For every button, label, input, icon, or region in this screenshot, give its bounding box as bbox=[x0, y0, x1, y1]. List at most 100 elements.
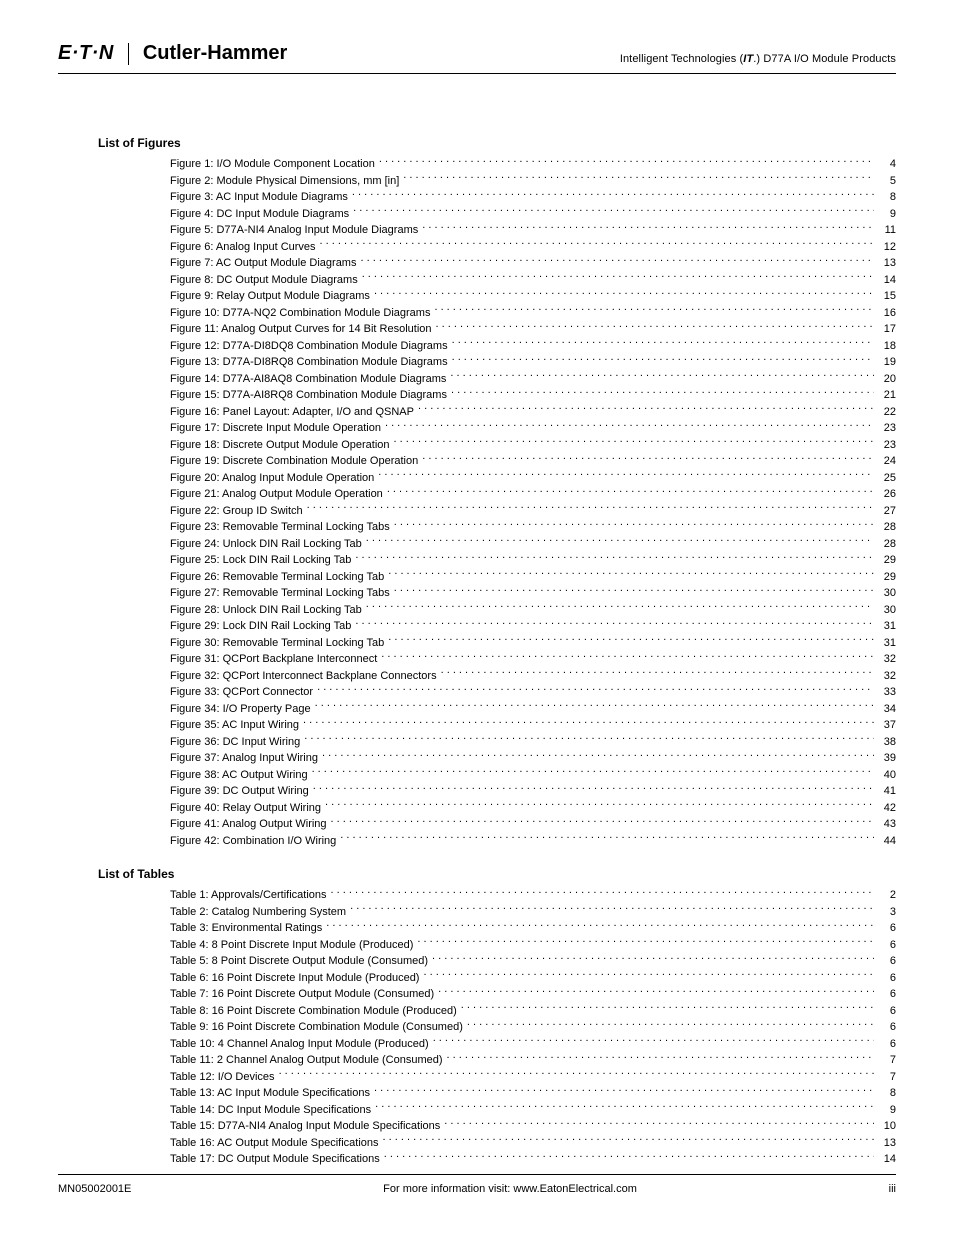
figure-entry-page: 4 bbox=[878, 157, 896, 173]
list-of-figures-heading: List of Figures bbox=[98, 136, 896, 150]
leader-dots bbox=[375, 1102, 874, 1113]
list-of-tables-heading: List of Tables bbox=[98, 867, 896, 881]
eaton-logo: E·T·N bbox=[58, 42, 114, 65]
leader-dots bbox=[467, 1019, 874, 1030]
figure-entry-row: Figure 32: QCPort Interconnect Backplane… bbox=[170, 668, 896, 685]
leader-dots bbox=[450, 371, 874, 382]
table-entry-row: Table 7: 16 Point Discrete Output Module… bbox=[170, 986, 896, 1003]
leader-dots bbox=[461, 1003, 874, 1014]
leader-dots bbox=[304, 734, 874, 745]
figure-entry-title: Figure 31: QCPort Backplane Interconnect bbox=[170, 652, 377, 668]
figure-entry-row: Figure 4: DC Input Module Diagrams 9 bbox=[170, 206, 896, 223]
figure-entry-title: Figure 41: Analog Output Wiring bbox=[170, 817, 327, 833]
figure-entry-page: 28 bbox=[878, 537, 896, 553]
figure-entry-title: Figure 35: AC Input Wiring bbox=[170, 718, 299, 734]
figure-entry-row: Figure 37: Analog Input Wiring 39 bbox=[170, 750, 896, 767]
table-entry-page: 3 bbox=[878, 905, 896, 921]
figure-entry-page: 32 bbox=[878, 669, 896, 685]
leader-dots bbox=[353, 206, 874, 217]
table-entry-title: Table 1: Approvals/Certifications bbox=[170, 888, 327, 904]
leader-dots bbox=[366, 536, 874, 547]
figure-entry-row: Figure 1: I/O Module Component Location … bbox=[170, 156, 896, 173]
table-entry-page: 6 bbox=[878, 971, 896, 987]
figure-entry-page: 30 bbox=[878, 586, 896, 602]
figure-entry-row: Figure 9: Relay Output Module Diagrams 1… bbox=[170, 288, 896, 305]
figure-entry-title: Figure 25: Lock DIN Rail Locking Tab bbox=[170, 553, 351, 569]
table-entry-row: Table 2: Catalog Numbering System 3 bbox=[170, 904, 896, 921]
leader-dots bbox=[313, 783, 874, 794]
figure-entry-title: Figure 3: AC Input Module Diagrams bbox=[170, 190, 348, 206]
figure-entry-page: 43 bbox=[878, 817, 896, 833]
leader-dots bbox=[379, 156, 874, 167]
table-entry-page: 9 bbox=[878, 1103, 896, 1119]
figure-entry-title: Figure 5: D77A-NI4 Analog Input Module D… bbox=[170, 223, 418, 239]
table-entry-page: 7 bbox=[878, 1070, 896, 1086]
table-entry-row: Table 6: 16 Point Discrete Input Module … bbox=[170, 970, 896, 987]
leader-dots bbox=[352, 189, 874, 200]
table-entry-row: Table 15: D77A-NI4 Analog Input Module S… bbox=[170, 1118, 896, 1135]
figure-entry-page: 44 bbox=[878, 834, 896, 850]
leader-dots bbox=[378, 470, 874, 481]
logo-divider bbox=[128, 43, 129, 65]
leader-dots bbox=[403, 173, 874, 184]
header-left: E·T·N Cutler-Hammer bbox=[58, 42, 287, 65]
figure-entry-page: 32 bbox=[878, 652, 896, 668]
doc-title-suffix: .) D77A I/O Module Products bbox=[753, 53, 896, 65]
leader-dots bbox=[417, 937, 874, 948]
figure-entry-title: Figure 21: Analog Output Module Operatio… bbox=[170, 487, 383, 503]
figure-entry-row: Figure 15: D77A-AI8RQ8 Combination Modul… bbox=[170, 387, 896, 404]
figure-entry-title: Figure 17: Discrete Input Module Operati… bbox=[170, 421, 381, 437]
header-doc-title: Intelligent Technologies (IT.) D77A I/O … bbox=[620, 53, 896, 65]
table-entry-title: Table 10: 4 Channel Analog Input Module … bbox=[170, 1037, 429, 1053]
table-entry-title: Table 6: 16 Point Discrete Input Module … bbox=[170, 971, 419, 987]
leader-dots bbox=[436, 321, 875, 332]
table-entry-title: Table 4: 8 Point Discrete Input Module (… bbox=[170, 938, 413, 954]
figure-entry-page: 28 bbox=[878, 520, 896, 536]
leader-dots bbox=[394, 519, 874, 530]
figure-entry-page: 20 bbox=[878, 372, 896, 388]
table-entry-title: Table 8: 16 Point Discrete Combination M… bbox=[170, 1004, 457, 1020]
figure-entry-row: Figure 16: Panel Layout: Adapter, I/O an… bbox=[170, 404, 896, 421]
figure-entry-page: 24 bbox=[878, 454, 896, 470]
figure-entry-row: Figure 42: Combination I/O Wiring 44 bbox=[170, 833, 896, 850]
figure-entry-page: 9 bbox=[878, 207, 896, 223]
table-entry-row: Table 13: AC Input Module Specifications… bbox=[170, 1085, 896, 1102]
figure-entry-row: Figure 26: Removable Terminal Locking Ta… bbox=[170, 569, 896, 586]
table-entry-page: 13 bbox=[878, 1136, 896, 1152]
table-entry-title: Table 3: Environmental Ratings bbox=[170, 921, 322, 937]
figure-entry-page: 27 bbox=[878, 504, 896, 520]
figure-entry-title: Figure 33: QCPort Connector bbox=[170, 685, 313, 701]
table-entry-row: Table 9: 16 Point Discrete Combination M… bbox=[170, 1019, 896, 1036]
table-entry-page: 6 bbox=[878, 1037, 896, 1053]
leader-dots bbox=[447, 1052, 874, 1063]
figure-entry-page: 34 bbox=[878, 702, 896, 718]
table-entry-page: 10 bbox=[878, 1119, 896, 1135]
figure-entry-title: Figure 27: Removable Terminal Locking Ta… bbox=[170, 586, 390, 602]
figure-entry-row: Figure 39: DC Output Wiring 41 bbox=[170, 783, 896, 800]
leader-dots bbox=[340, 833, 874, 844]
leader-dots bbox=[432, 953, 874, 964]
table-entry-row: Table 1: Approvals/Certifications 2 bbox=[170, 887, 896, 904]
leader-dots bbox=[307, 503, 874, 514]
doc-title-prefix: Intelligent Technologies ( bbox=[620, 53, 743, 65]
leader-dots bbox=[441, 668, 874, 679]
figure-entry-title: Figure 34: I/O Property Page bbox=[170, 702, 311, 718]
brand-name: Cutler-Hammer bbox=[143, 42, 287, 65]
figure-entry-page: 22 bbox=[878, 405, 896, 421]
leader-dots bbox=[438, 986, 874, 997]
leader-dots bbox=[317, 684, 874, 695]
table-entry-page: 6 bbox=[878, 987, 896, 1003]
figure-entry-title: Figure 1: I/O Module Component Location bbox=[170, 157, 375, 173]
page-header: E·T·N Cutler-Hammer Intelligent Technolo… bbox=[58, 42, 896, 71]
figure-entry-page: 33 bbox=[878, 685, 896, 701]
figure-entry-page: 29 bbox=[878, 570, 896, 586]
figure-entry-row: Figure 20: Analog Input Module Operation… bbox=[170, 470, 896, 487]
figure-entry-page: 16 bbox=[878, 306, 896, 322]
figure-entry-row: Figure 30: Removable Terminal Locking Ta… bbox=[170, 635, 896, 652]
figure-entry-page: 23 bbox=[878, 438, 896, 454]
leader-dots bbox=[360, 255, 874, 266]
figure-entry-row: Figure 27: Removable Terminal Locking Ta… bbox=[170, 585, 896, 602]
figure-entry-row: Figure 3: AC Input Module Diagrams 8 bbox=[170, 189, 896, 206]
table-entry-page: 2 bbox=[878, 888, 896, 904]
figure-entry-row: Figure 19: Discrete Combination Module O… bbox=[170, 453, 896, 470]
